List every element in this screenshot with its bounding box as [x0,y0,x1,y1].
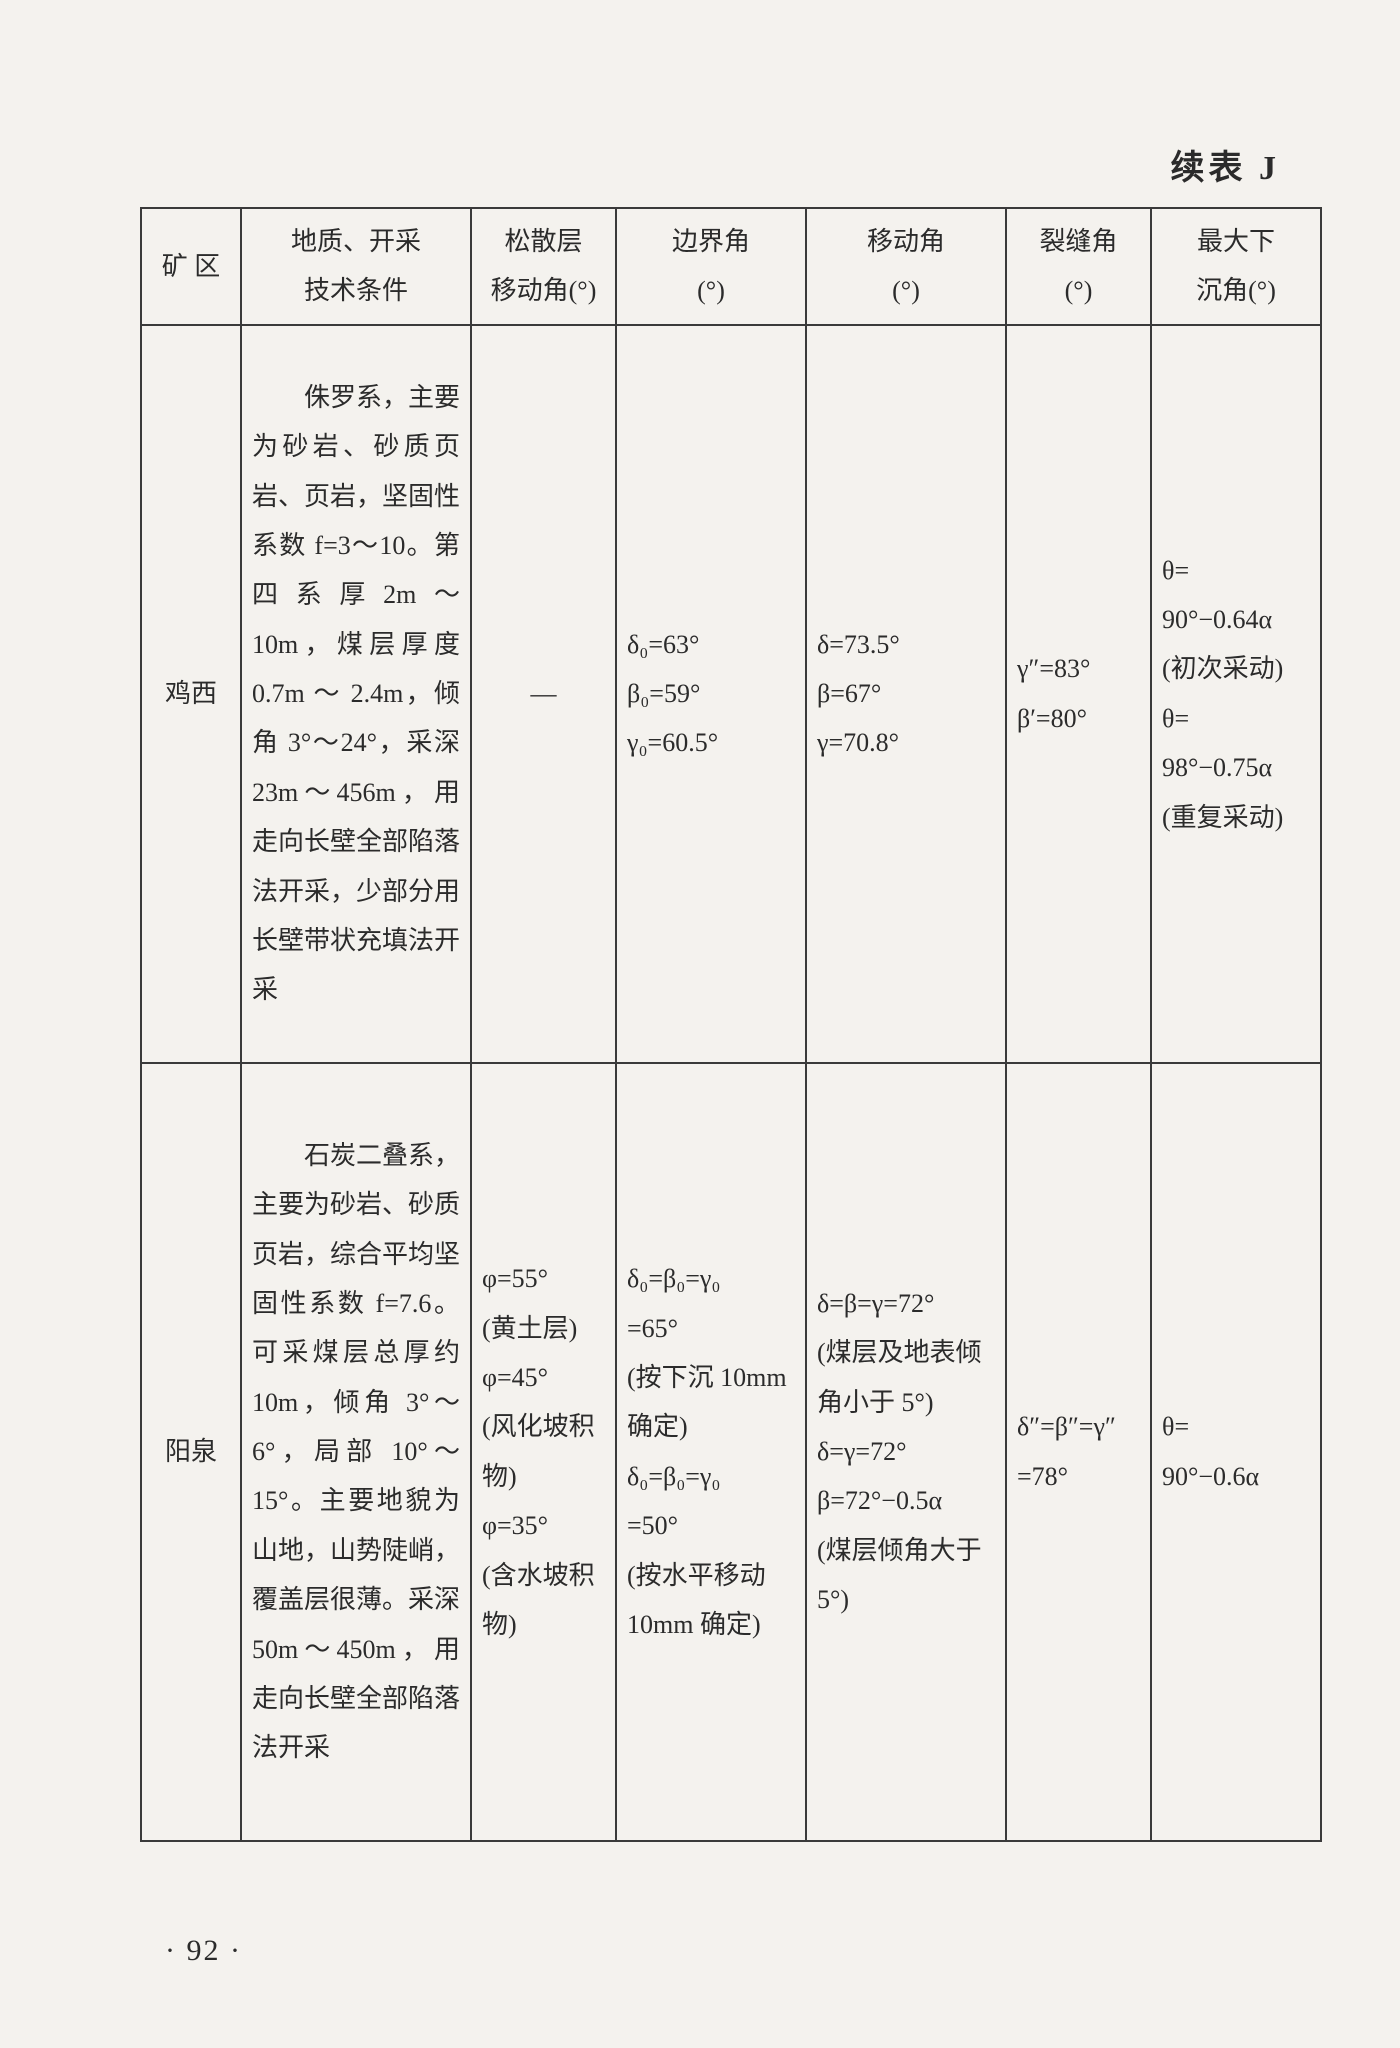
cell-boundary-angle: δ₀=β₀=γ₀=65°(按下沉 10mm 确定)δ₀=β₀=γ₀=50°(按水… [616,1063,806,1841]
data-table: 矿 区 地质、开采技术条件 松散层移动角(°) 边界角(°) 移动角(°) 裂缝… [140,207,1322,1842]
col-header: 裂缝角(°) [1006,208,1151,325]
col-header: 地质、开采技术条件 [241,208,471,325]
cell-loose-angle: φ=55°(黄土层)φ=45°(风化坡积物)φ=35°(含水坡积物) [471,1063,616,1841]
col-header: 松散层移动角(°) [471,208,616,325]
cell-loose-angle: — [471,325,616,1063]
cell-max-subsidence: θ=90°−0.6α [1151,1063,1321,1841]
col-header: 矿 区 [141,208,241,325]
col-header: 移动角(°) [806,208,1006,325]
page: 续表 J 矿 区 地质、开采技术条件 松散层移动角(°) 边界角(°) 移动角(… [0,0,1400,2048]
cell-movement-angle: δ=β=γ=72°(煤层及地表倾角小于 5°)δ=γ=72°β=72°−0.5α… [806,1063,1006,1841]
cell-mining-area: 鸡西 [141,325,241,1063]
col-header: 最大下沉角(°) [1151,208,1321,325]
table-header: 矿 区 地质、开采技术条件 松散层移动角(°) 边界角(°) 移动角(°) 裂缝… [141,208,1321,325]
cell-geology: 石炭二叠系，主要为砂岩、砂质页岩，综合平均坚固性系数 f=7.6。可采煤层总厚约… [241,1063,471,1841]
cell-movement-angle: δ=73.5°β=67°γ=70.8° [806,325,1006,1063]
col-header: 边界角(°) [616,208,806,325]
cell-max-subsidence: θ=90°−0.64α(初次采动)θ=98°−0.75α(重复采动) [1151,325,1321,1063]
cell-crack-angle: δ″=β″=γ″=78° [1006,1063,1151,1841]
cell-crack-angle: γ″=83°β′=80° [1006,325,1151,1063]
table-title: 续表 J [140,140,1290,189]
cell-geology: 侏罗系，主要为砂岩、砂质页岩、页岩，坚固性系数 f=3～10。第四系厚2m～10… [241,325,471,1063]
table-row: 鸡西 侏罗系，主要为砂岩、砂质页岩、页岩，坚固性系数 f=3～10。第四系厚2m… [141,325,1321,1063]
page-number: · 92 · [165,1934,242,1968]
cell-boundary-angle: δ₀=63°β₀=59°γ₀=60.5° [616,325,806,1063]
table-row: 阳泉 石炭二叠系，主要为砂岩、砂质页岩，综合平均坚固性系数 f=7.6。可采煤层… [141,1063,1321,1841]
cell-mining-area: 阳泉 [141,1063,241,1841]
